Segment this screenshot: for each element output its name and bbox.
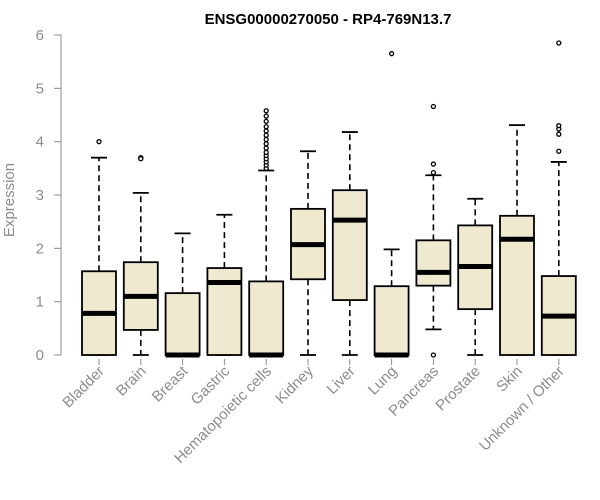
iqr-box: [415, 239, 452, 287]
box-skin: [499, 124, 535, 356]
x-tick-label: Skin: [493, 363, 526, 396]
y-tick-label: 6: [36, 27, 44, 44]
x-tick-label: Brain: [113, 363, 150, 400]
outlier-point: [263, 145, 269, 151]
x-tick-label: Liver: [324, 363, 359, 398]
outlier-point: [263, 149, 269, 155]
outlier-point: [263, 132, 269, 138]
box-unknown-other: [540, 40, 577, 356]
iqr-box: [499, 214, 535, 356]
x-tick-label: Kidney: [272, 362, 317, 407]
chart-title: ENSG00000270050 - RP4-769N13.7: [205, 11, 452, 28]
x-tick-label: Prostate: [432, 363, 484, 415]
outlier-point: [556, 131, 562, 137]
y-tick-label: 5: [36, 80, 44, 97]
outlier-point: [556, 148, 562, 154]
box-gastric: [206, 213, 243, 356]
outlier-point: [263, 113, 269, 119]
outlier-point: [430, 161, 437, 167]
outlier-point: [263, 128, 269, 134]
box-kidney: [290, 150, 326, 356]
box-hematopoietic-cells: [248, 108, 285, 358]
outlier-point: [263, 108, 269, 114]
y-tick-label: 4: [36, 134, 44, 151]
outlier-point: [263, 118, 269, 125]
outlier-point: [263, 141, 269, 147]
y-tick-label: 2: [36, 240, 44, 257]
outlier-point: [138, 156, 144, 162]
box-pancreas: [415, 103, 452, 358]
outlier-point: [263, 124, 269, 130]
iqr-box: [248, 280, 285, 356]
y-axis-title: Expression: [1, 163, 18, 237]
outlier-point: [556, 123, 562, 129]
iqr-box: [164, 292, 201, 356]
box-group: [81, 40, 577, 358]
outlier-point: [430, 103, 437, 110]
y-tick-label: 3: [36, 187, 44, 204]
y-tick-label: 0: [36, 347, 44, 364]
y-tick-label: 1: [36, 294, 44, 311]
outlier-point: [388, 51, 395, 57]
outlier-point: [96, 139, 102, 145]
iqr-box: [373, 285, 410, 356]
outlier-point: [263, 136, 269, 143]
x-tick-label: Bladder: [59, 363, 108, 412]
x-tick-label: Breast: [149, 362, 192, 405]
box-prostate: [457, 197, 494, 356]
iqr-box: [331, 189, 368, 301]
box-liver: [331, 131, 368, 356]
x-tick-label: Lung: [365, 363, 401, 399]
box-lung: [373, 51, 410, 358]
box-brain: [122, 155, 159, 356]
outlier-point: [430, 352, 437, 358]
outlier-point: [430, 169, 437, 176]
box-breast: [164, 232, 201, 358]
box-bladder: [81, 139, 117, 356]
outlier-point: [556, 40, 562, 46]
y-axis: 0 1 2 3 4 5 6: [36, 27, 62, 364]
